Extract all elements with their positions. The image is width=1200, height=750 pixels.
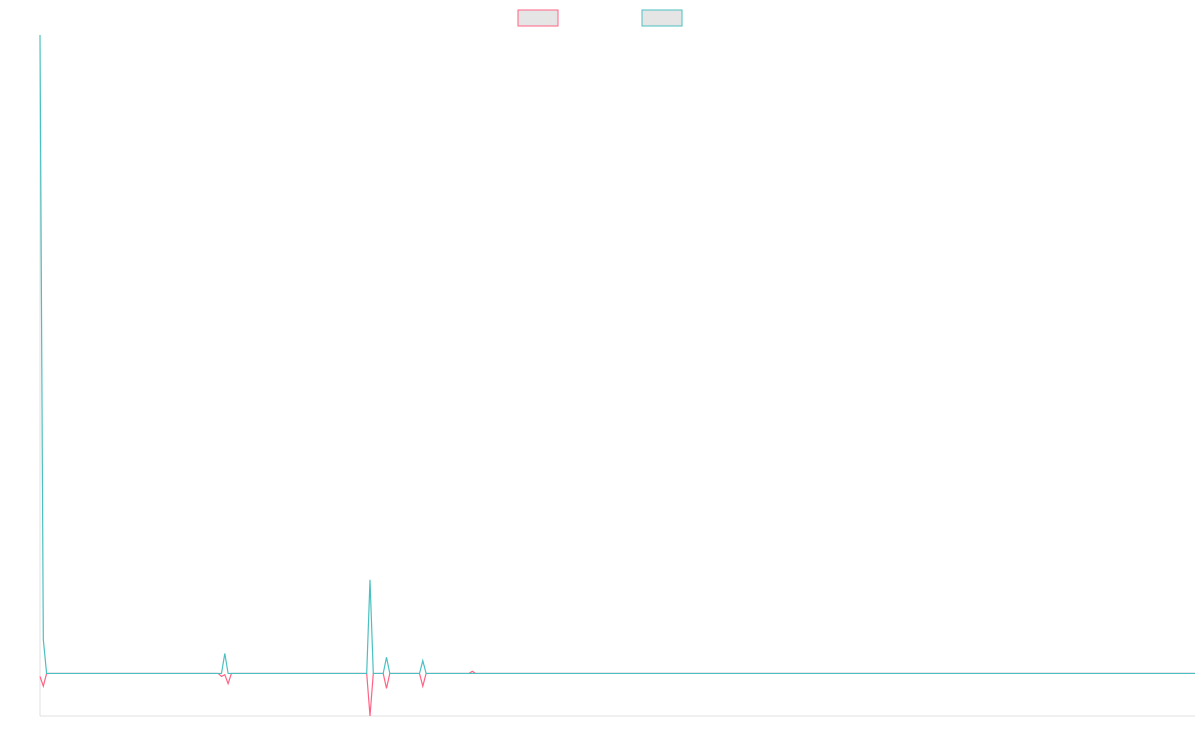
legend-swatch <box>517 9 559 27</box>
series-line <box>39 670 1195 717</box>
series-line <box>39 34 1195 675</box>
legend-swatch <box>641 9 683 27</box>
